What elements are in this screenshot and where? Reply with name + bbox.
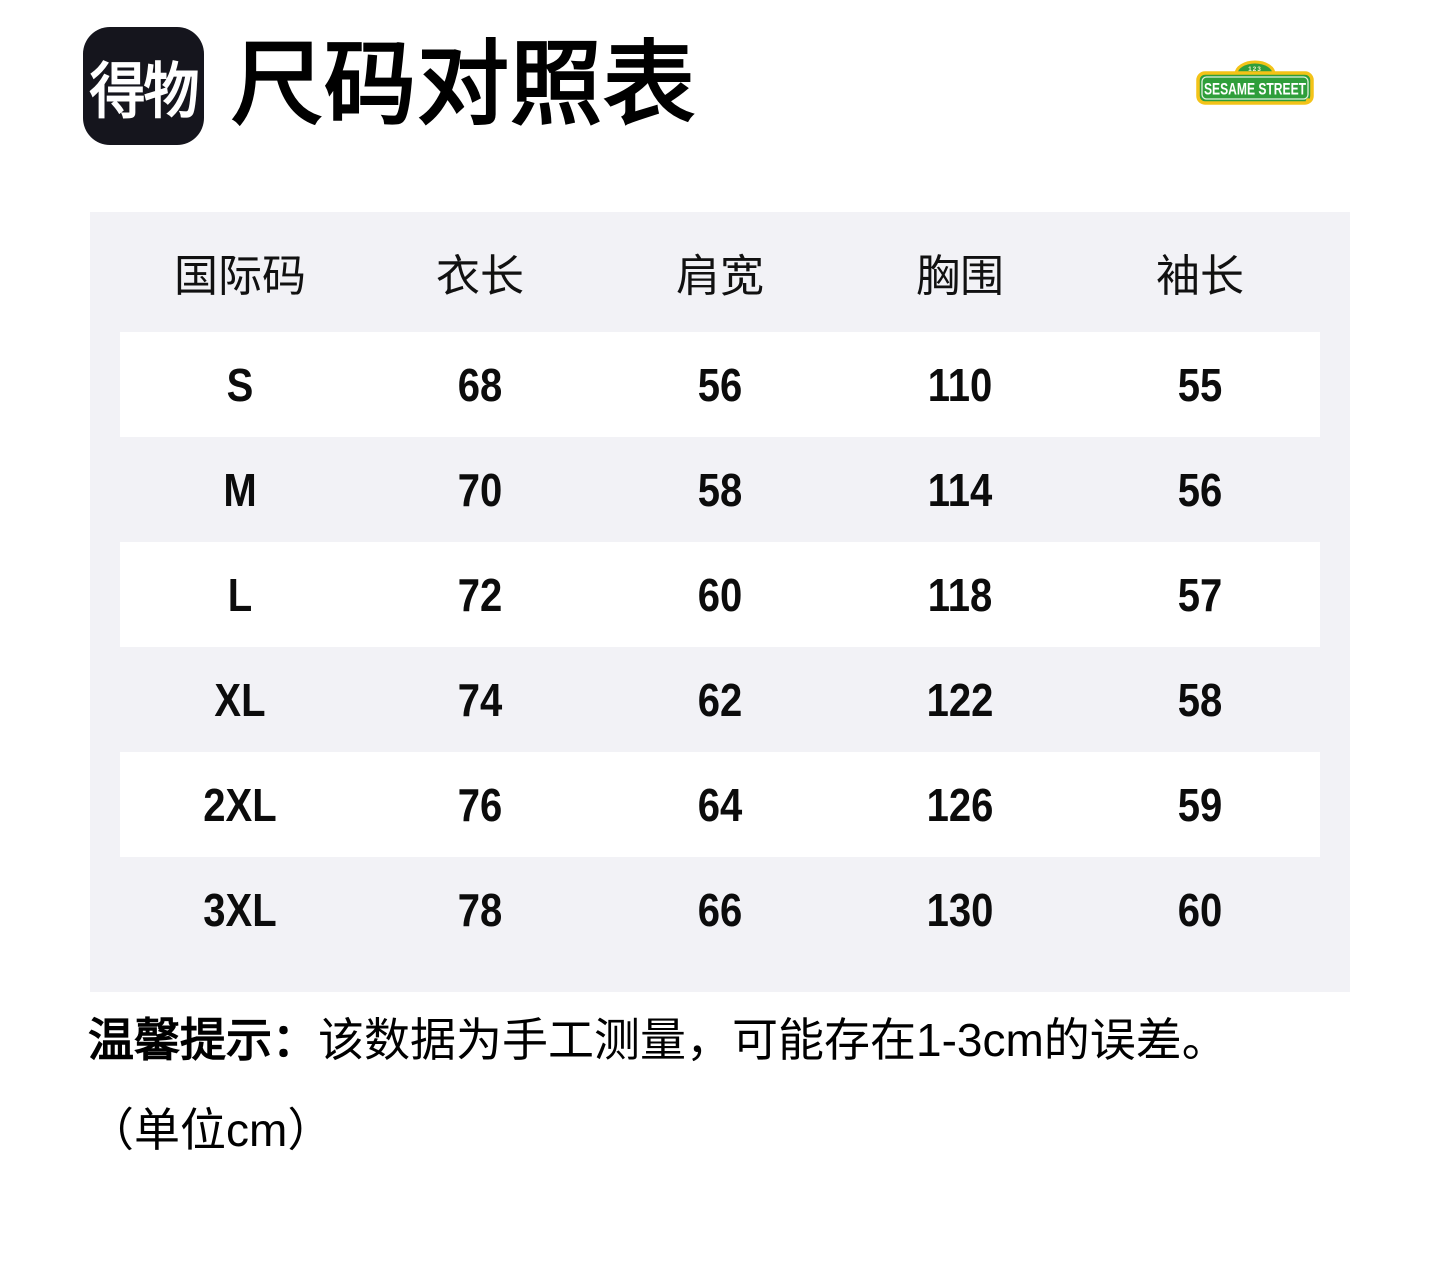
dewu-app-logo: 得物 [83, 27, 204, 145]
value-cell: 74 [457, 673, 503, 726]
value-cell: 58 [697, 463, 743, 516]
table-row-m: M 70 58 114 56 [120, 437, 1320, 542]
column-header-shoulder: 肩宽 [676, 252, 764, 301]
value-cell: 59 [1177, 778, 1223, 831]
page-title: 尺码对照表 [231, 34, 697, 136]
column-header-sleeve: 袖长 [1156, 252, 1244, 301]
sesame-arch-shape [1234, 60, 1276, 76]
value-cell: 126 [926, 778, 994, 831]
column-header-size: 国际码 [174, 252, 306, 301]
value-cell: 56 [1177, 463, 1223, 516]
column-header-chest: 胸围 [916, 252, 1004, 301]
table-row-xl: XL 74 62 122 58 [120, 647, 1320, 752]
value-cell: 76 [457, 778, 503, 831]
size-label: S [226, 358, 254, 411]
column-header-length: 衣长 [436, 252, 524, 301]
table-row-3xl: 3XL 78 66 130 60 [120, 857, 1320, 962]
sesame-street-logo: 123 SESAME STREET [1196, 60, 1314, 105]
sesame-sign-shape [1196, 71, 1314, 105]
value-cell: 57 [1177, 568, 1223, 621]
note-unit: （单位cm） [88, 1104, 334, 1156]
size-label: M [223, 463, 257, 516]
sesame-registered-mark-icon [1305, 98, 1311, 103]
value-cell: 114 [927, 463, 993, 516]
size-label: XL [214, 673, 266, 726]
value-cell: 62 [697, 673, 743, 726]
value-cell: 130 [926, 883, 994, 936]
size-label: L [227, 568, 253, 621]
sesame-arch-number: 123 [1248, 66, 1262, 73]
value-cell: 122 [926, 673, 994, 726]
value-cell: 60 [697, 568, 743, 621]
size-label: 2XL [203, 778, 277, 831]
value-cell: 60 [1177, 883, 1223, 936]
table-row-s: S 68 56 110 55 [120, 332, 1320, 437]
value-cell: 58 [1177, 673, 1223, 726]
note-text: 该数据为手工测量，可能存在1-3cm的误差。 [318, 1014, 1228, 1066]
sesame-sign-inner-border [1201, 76, 1309, 100]
measurement-note: 温馨提示：该数据为手工测量，可能存在1-3cm的误差。 （单位cm） [88, 1002, 1228, 1168]
value-cell: 78 [457, 883, 503, 936]
value-cell: 66 [697, 883, 743, 936]
value-cell: 72 [457, 568, 503, 621]
value-cell: 64 [697, 778, 743, 831]
value-cell: 56 [697, 358, 743, 411]
sesame-sign-text: SESAME STREET [1204, 81, 1306, 99]
value-cell: 55 [1177, 358, 1223, 411]
table-header-row: 国际码 衣长 肩宽 胸围 袖长 [120, 212, 1320, 332]
value-cell: 110 [927, 358, 993, 411]
table-row-2xl: 2XL 76 64 126 59 [120, 752, 1320, 857]
dewu-logo-text: 得物 [89, 56, 200, 125]
table-row-l: L 72 60 118 57 [120, 542, 1320, 647]
note-line: 温馨提示：该数据为手工测量，可能存在1-3cm的误差。 [88, 1002, 1228, 1078]
value-cell: 118 [927, 568, 993, 621]
value-cell: 68 [457, 358, 503, 411]
note-label: 温馨提示： [88, 1014, 318, 1066]
value-cell: 70 [457, 463, 503, 516]
size-chart-table: 国际码 衣长 肩宽 胸围 袖长 S 68 56 110 55 M 70 58 1… [90, 212, 1350, 992]
size-label: 3XL [203, 883, 277, 936]
